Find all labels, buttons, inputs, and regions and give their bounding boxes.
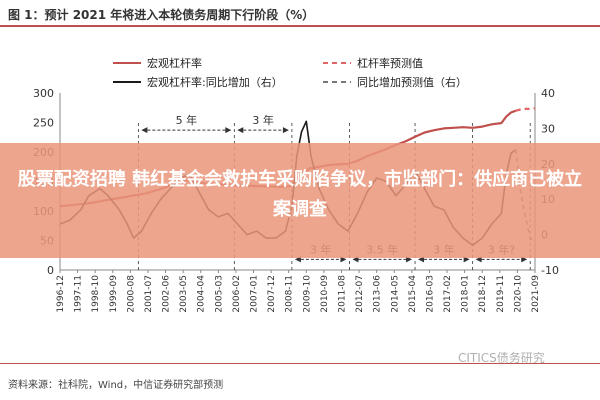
right-tick-label: -10 [541, 264, 559, 277]
source-note: 资料来源：社科院，Wind，中信证券研究部预测 [8, 380, 224, 391]
x-tick-label: 2016-03 [425, 275, 435, 313]
x-tick-label: 2019-11 [496, 275, 506, 313]
x-tick-label: 1996-12 [56, 275, 66, 313]
legend-label: 杠杆率预测值 [357, 56, 423, 70]
x-tick-label: 2014-05 [390, 275, 400, 313]
x-tick-label: 2015-04 [408, 275, 418, 313]
series-line [515, 107, 536, 112]
x-tick-label: 2006-02 [232, 275, 242, 313]
figure-title: 图 1：预计 2021 年将进入本轮债务周期下行阶段（%） [8, 8, 315, 22]
x-tick-label: 1997-11 [74, 275, 84, 313]
left-tick-label: 300 [33, 87, 54, 100]
x-tick-label: 2000-08 [126, 275, 136, 313]
duration-label: 3 年 [252, 113, 274, 127]
left-tick-label: 250 [33, 117, 54, 130]
x-tick-label: 1999-09 [109, 275, 119, 313]
x-tick-label: 2009-10 [302, 275, 312, 313]
watermark-text: CITICS债务研究 [458, 351, 545, 365]
arrowhead-right [225, 127, 232, 134]
legend-label: 宏观杠杆率:同比增加（右） [147, 75, 283, 89]
x-tick-label: 2020-10 [513, 275, 523, 313]
x-tick-label: 2007-12 [267, 275, 277, 313]
bottom-rule [0, 363, 600, 364]
x-tick-label: 2021-09 [531, 275, 541, 313]
arrowhead-right [282, 127, 289, 134]
x-tick-label: 1998-10 [91, 275, 101, 313]
arrowhead-left [141, 127, 148, 134]
x-tick-label: 2012-07 [355, 275, 365, 313]
x-tick-label: 2018-12 [478, 275, 488, 313]
title-rule [0, 25, 600, 27]
x-tick-label: 2008-11 [285, 275, 295, 313]
x-tick-label: 2003-05 [179, 275, 189, 313]
x-tick-label: 2010-09 [320, 275, 330, 313]
x-tick-label: 2011-08 [337, 275, 347, 313]
left-tick-label: 0 [47, 264, 54, 277]
legend-label: 宏观杠杆率 [147, 56, 202, 70]
right-tick-label: 30 [541, 122, 555, 135]
legend-label: 同比增加预测值（右） [357, 75, 467, 89]
x-tick-label: 2005-03 [214, 275, 224, 313]
x-tick-label: 2018-01 [461, 275, 471, 313]
duration-label: 5 年 [176, 113, 198, 127]
x-tick-label: 2007-01 [250, 275, 260, 313]
x-tick-label: 2017-02 [443, 275, 453, 313]
overlay-banner[interactable]: 股票配资招聘 韩红基金会救护车采购陷争议，市监部门：供应商已被立案调查 [0, 143, 600, 258]
x-tick-label: 2004-04 [197, 275, 207, 313]
x-tick-label: 2001-07 [144, 275, 154, 313]
right-tick-label: 40 [541, 87, 555, 100]
x-tick-label: 2013-06 [373, 275, 383, 313]
banner-headline[interactable]: 股票配资招聘 韩红基金会救护车采购陷争议，市监部门：供应商已被立案调查 [17, 169, 583, 220]
x-tick-label: 2002-06 [162, 275, 172, 313]
arrowhead-left [237, 127, 244, 134]
